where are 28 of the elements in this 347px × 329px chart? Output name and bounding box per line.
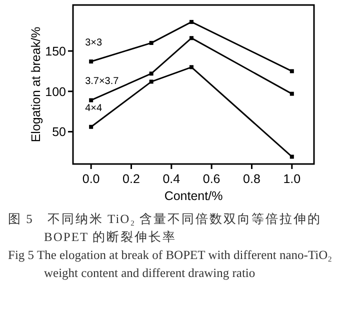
point — [89, 60, 94, 64]
x-tick-label: 1.0 — [283, 172, 301, 186]
x-tick-label: 0.8 — [243, 172, 260, 186]
point — [189, 36, 194, 40]
series-label: 3×3 — [85, 37, 102, 48]
y-axis-title: Elogation at break/% — [29, 26, 43, 142]
point — [290, 92, 294, 96]
caption: Fig 5 The elogation at break of BOPET with different nano-TiO₂ weight content and different drawing ratio — [7, 247, 333, 282]
point — [189, 65, 194, 70]
x-tick-label: 0.4 — [162, 172, 180, 186]
y-tick-label: 150 — [45, 44, 66, 59]
x-tick-label: 0.0 — [82, 172, 100, 186]
series-label: 3.7×3.7 — [85, 76, 120, 88]
x-tick-label: 0.2 — [122, 172, 140, 186]
y-tick-label: 100 — [45, 84, 66, 99]
point — [290, 69, 294, 74]
x-axis-title: Content/% — [164, 189, 223, 203]
point — [290, 154, 294, 159]
point — [189, 20, 194, 24]
point — [149, 40, 154, 45]
x-tick-label: 0.6 — [202, 172, 220, 186]
point — [89, 98, 94, 102]
point — [89, 124, 94, 129]
y-tick-label: 50 — [52, 125, 66, 140]
point — [149, 72, 154, 76]
point — [149, 80, 154, 84]
series-label: 4×4 — [85, 102, 102, 114]
caption: 图 5 不同纳米 TiO₂ 含量不同倍数双向等倍拉伸的 BOPET 的断裂伸长率 — [7, 211, 323, 246]
